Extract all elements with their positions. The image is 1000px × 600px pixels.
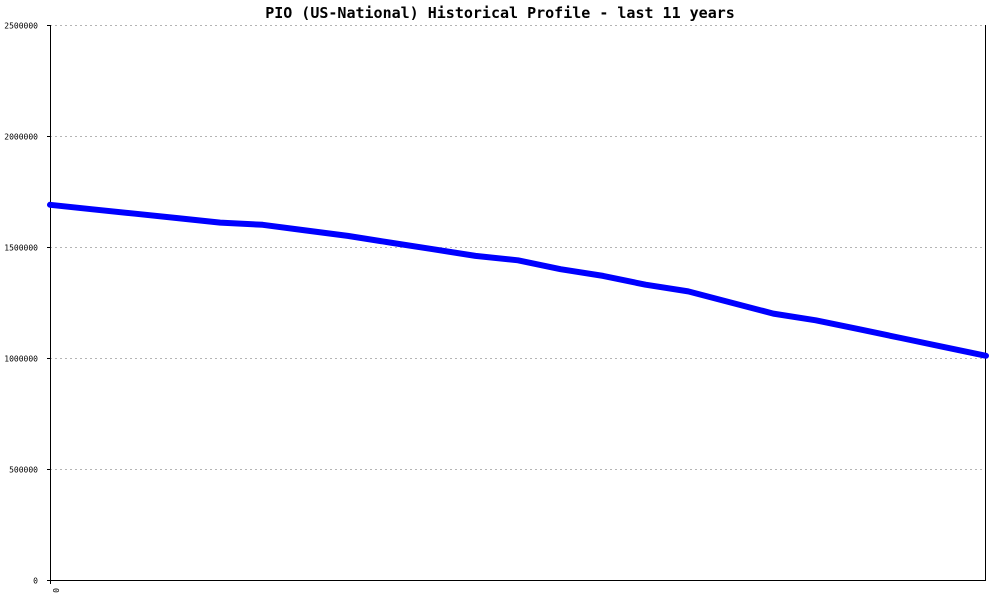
x-tick-labels: 0 — [50, 580, 60, 593]
y-tick-labels: 0 500000 1000000 1500000 2000000 2500000 — [4, 22, 50, 586]
y-tick-label: 0 — [33, 577, 38, 586]
y-tick-label: 500000 — [9, 466, 38, 475]
x-tick-label: 0 — [51, 588, 60, 593]
grid — [50, 25, 986, 470]
y-tick-label: 2500000 — [4, 22, 38, 31]
y-tick-label: 1000000 — [4, 355, 38, 364]
series — [47, 201, 989, 359]
series-line — [47, 201, 989, 359]
y-tick-label: 1500000 — [4, 244, 38, 253]
y-tick-label: 2000000 — [4, 133, 38, 142]
axes — [50, 25, 986, 581]
chart-title: PIO (US-National) Historical Profile - l… — [265, 4, 735, 22]
